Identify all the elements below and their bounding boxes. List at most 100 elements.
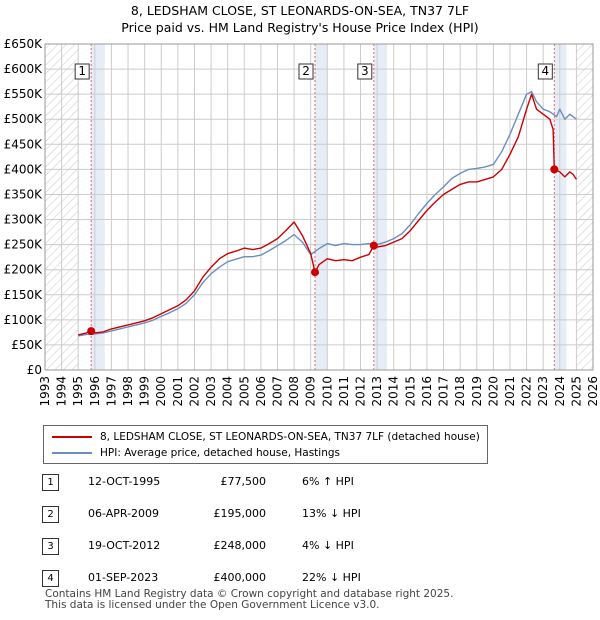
y-tick-label: £300K <box>4 213 44 227</box>
sale-row: 4 01-SEP-2023 £400,000 22% ↓ HPI <box>40 570 440 588</box>
x-tick-label: 2013 <box>370 376 384 407</box>
sale-date: 12-OCT-1995 <box>88 475 161 488</box>
x-tick-label: 2008 <box>287 376 301 407</box>
legend: 8, LEDSHAM CLOSE, ST LEONARDS-ON-SEA, TN… <box>43 425 488 464</box>
x-tick-label: 2021 <box>503 376 517 407</box>
x-tick-label: 1999 <box>138 376 152 407</box>
x-tick-label: 2003 <box>204 376 218 407</box>
x-tick-label: 2001 <box>171 376 185 407</box>
sale-number-badge: 1 <box>42 474 59 491</box>
y-tick-label: £50K <box>11 338 43 352</box>
x-tick-label: 2009 <box>304 376 318 407</box>
legend-swatch-hpi <box>52 452 92 454</box>
x-tick-label: 1997 <box>104 376 118 407</box>
x-tick-label: 2000 <box>154 376 168 407</box>
title-line-2: Price paid vs. HM Land Registry's House … <box>121 20 479 35</box>
sale-label-box <box>74 63 90 80</box>
sale-point <box>87 327 96 336</box>
sale-point <box>550 165 559 174</box>
sale-price: £77,500 <box>220 475 267 488</box>
x-tick-label: 2020 <box>486 376 500 407</box>
sale-highlight-band <box>554 44 567 370</box>
x-tick-label: 2007 <box>270 376 284 407</box>
hatched-region <box>576 44 593 370</box>
sale-label-number: 4 <box>541 64 549 78</box>
sale-price: £195,000 <box>213 507 267 520</box>
sale-row: 1 12-OCT-1995 £77,500 6% ↑ HPI <box>40 474 440 492</box>
x-tick-label: 1996 <box>88 376 102 407</box>
x-tick-label: 2002 <box>187 376 201 407</box>
sale-date: 19-OCT-2012 <box>88 539 161 552</box>
chart-svg: 1 2 3 4 £0 £50K £100K £150K £200K £250K £300K £350… <box>4 37 600 407</box>
footer-line-1: Contains HM Land Registry data © Crown c… <box>45 588 454 600</box>
y-tick-label: £200K <box>4 263 44 277</box>
chart-title: 8, LEDSHAM CLOSE, ST LEONARDS-ON-SEA, TN… <box>0 2 600 36</box>
y-tick-label: £500K <box>4 112 44 126</box>
x-tick-label: 2015 <box>403 376 417 407</box>
y-tick-label: £150K <box>4 288 44 302</box>
plot-frame <box>44 43 594 371</box>
x-tick-label: 2005 <box>237 376 251 407</box>
sale-hpi-diff: 4% ↓ HPI <box>302 539 354 552</box>
sale-highlight-band <box>91 44 105 370</box>
price-paid-line <box>78 93 577 336</box>
x-tick-label: 2004 <box>221 376 235 407</box>
y-tick-label: £400K <box>4 162 44 176</box>
sale-date: 01-SEP-2023 <box>88 571 159 584</box>
sale-label-box <box>357 63 373 80</box>
sale-row: 3 19-OCT-2012 £248,000 4% ↓ HPI <box>40 538 440 556</box>
footer-line-2: This data is licensed under the Open Gov… <box>45 599 380 611</box>
sale-hpi-diff: 6% ↑ HPI <box>302 475 354 488</box>
legend-item-property: 8, LEDSHAM CLOSE, ST LEONARDS-ON-SEA, TN… <box>52 429 480 445</box>
sale-label-box <box>537 63 553 80</box>
x-tick-label: 2022 <box>520 376 534 407</box>
x-tick-label: 2024 <box>553 376 567 407</box>
footer: Contains HM Land Registry data © Crown c… <box>45 589 453 611</box>
x-tick-label: 1995 <box>71 376 85 407</box>
title-line-1: 8, LEDSHAM CLOSE, ST LEONARDS-ON-SEA, TN… <box>130 3 470 18</box>
sale-date: 06-APR-2009 <box>88 507 160 520</box>
x-tick-label: 2006 <box>254 376 268 407</box>
x-tick-label: 2023 <box>536 376 550 407</box>
hpi-line <box>78 90 577 337</box>
sale-hpi-diff: 13% ↓ HPI <box>302 507 361 520</box>
sale-label-box <box>298 63 314 80</box>
x-tick-label: 2010 <box>320 376 334 407</box>
sale-highlight-band <box>373 44 388 370</box>
x-tick-label: 2026 <box>586 376 600 407</box>
y-tick-label: £0 <box>27 363 42 377</box>
sale-price: £400,000 <box>213 571 267 584</box>
y-tick-label: £450K <box>4 137 44 151</box>
sale-label-number: 3 <box>361 64 369 78</box>
sale-number-badge: 2 <box>42 506 59 523</box>
sale-point <box>311 268 320 277</box>
x-tick-label: 2019 <box>470 376 484 407</box>
sale-label-number: 2 <box>302 64 310 78</box>
sale-hpi-diff: 22% ↓ HPI <box>302 571 361 584</box>
x-tick-label: 2014 <box>387 376 401 407</box>
y-tick-label: £600K <box>4 62 44 76</box>
x-tick-label: 1998 <box>121 376 135 407</box>
x-tick-label: 2012 <box>354 376 368 407</box>
y-tick-label: £250K <box>4 238 44 252</box>
x-tick-label: 2017 <box>437 376 451 407</box>
legend-label-property: 8, LEDSHAM CLOSE, ST LEONARDS-ON-SEA, TN… <box>100 431 480 443</box>
legend-item-hpi: HPI: Average price, detached house, Hast… <box>52 445 340 461</box>
y-tick-label: £650K <box>4 37 44 51</box>
sale-number-badge: 3 <box>42 538 59 555</box>
x-tick-label: 2011 <box>337 376 351 407</box>
y-tick-label: £100K <box>4 313 44 327</box>
y-tick-label: £550K <box>4 87 44 101</box>
y-tick-label: £350K <box>4 187 44 201</box>
sale-label-number: 1 <box>78 64 86 78</box>
sale-row: 2 06-APR-2009 £195,000 13% ↓ HPI <box>40 506 440 524</box>
legend-label-hpi: HPI: Average price, detached house, Hast… <box>100 447 340 459</box>
x-tick-label: 2025 <box>569 376 583 407</box>
sale-highlight-band <box>315 44 328 370</box>
sale-number-badge: 4 <box>42 570 59 587</box>
x-tick-label: 1994 <box>55 376 69 407</box>
x-tick-label: 2016 <box>420 376 434 407</box>
legend-swatch-property <box>52 436 92 438</box>
x-tick-label: 2018 <box>453 376 467 407</box>
x-tick-label: 1993 <box>38 376 52 407</box>
